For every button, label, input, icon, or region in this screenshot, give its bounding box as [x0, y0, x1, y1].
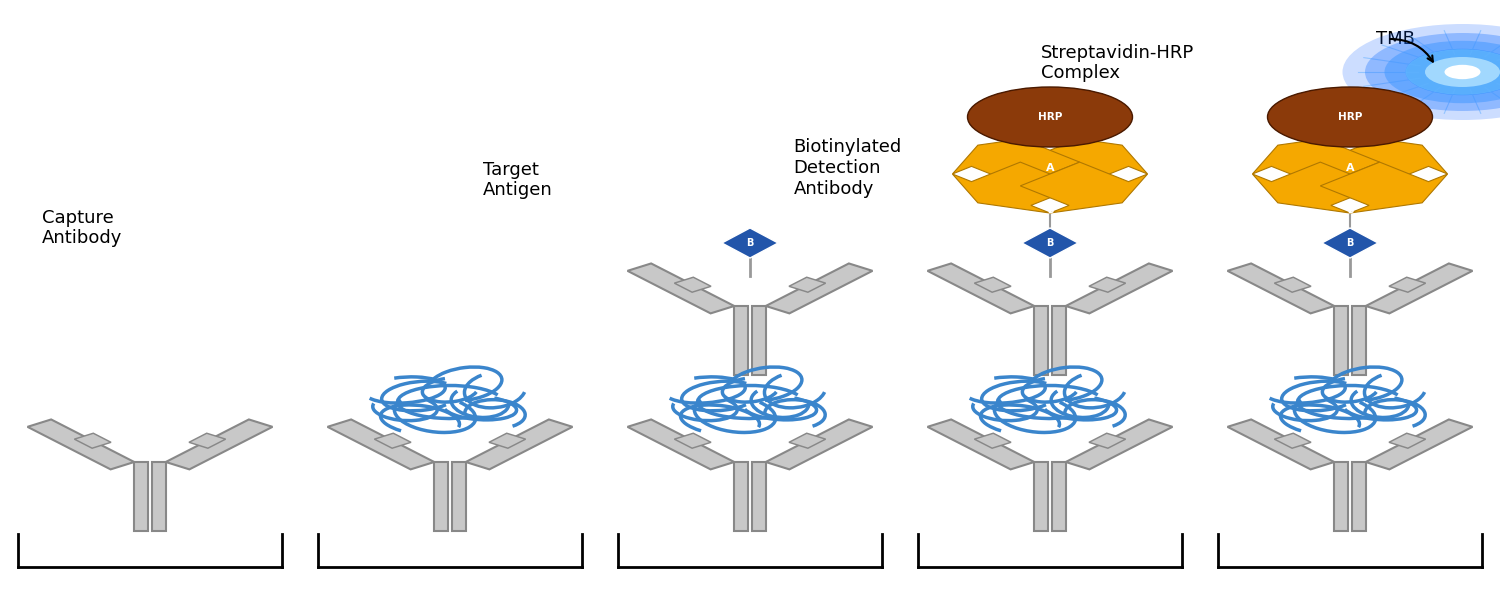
Text: B: B	[1347, 205, 1353, 215]
Text: B: B	[1047, 205, 1053, 215]
Polygon shape	[975, 277, 1011, 292]
Polygon shape	[722, 228, 778, 258]
Ellipse shape	[1444, 65, 1480, 79]
Text: HRP: HRP	[1338, 112, 1362, 122]
Polygon shape	[1322, 228, 1378, 258]
Ellipse shape	[1384, 41, 1500, 103]
Polygon shape	[435, 462, 447, 531]
Polygon shape	[1022, 228, 1078, 258]
Polygon shape	[75, 433, 111, 448]
Polygon shape	[1335, 462, 1347, 531]
Polygon shape	[1065, 263, 1173, 313]
Polygon shape	[327, 419, 435, 469]
Polygon shape	[1365, 419, 1473, 469]
Polygon shape	[165, 419, 273, 469]
Polygon shape	[453, 462, 465, 531]
Text: A: A	[1046, 163, 1054, 173]
Polygon shape	[1335, 306, 1347, 375]
Polygon shape	[1020, 162, 1148, 213]
Ellipse shape	[1406, 49, 1500, 95]
Polygon shape	[1365, 263, 1473, 313]
Text: A: A	[1346, 163, 1354, 173]
Polygon shape	[927, 419, 1035, 469]
Polygon shape	[675, 433, 711, 448]
Text: Biotinylated
Detection
Antibody: Biotinylated Detection Antibody	[794, 138, 901, 198]
Ellipse shape	[1407, 49, 1500, 94]
Text: B: B	[1347, 238, 1353, 248]
Polygon shape	[1035, 462, 1047, 531]
Polygon shape	[1065, 419, 1173, 469]
Polygon shape	[1089, 433, 1125, 448]
Polygon shape	[135, 462, 147, 531]
Polygon shape	[1053, 306, 1065, 375]
Polygon shape	[1227, 263, 1335, 313]
Ellipse shape	[1365, 33, 1500, 111]
Polygon shape	[1020, 135, 1148, 186]
Polygon shape	[489, 433, 525, 448]
Polygon shape	[753, 306, 765, 375]
Ellipse shape	[1425, 57, 1500, 87]
Polygon shape	[1252, 162, 1380, 213]
Polygon shape	[189, 433, 225, 448]
Polygon shape	[1353, 462, 1365, 531]
Ellipse shape	[1268, 87, 1432, 147]
Polygon shape	[1389, 433, 1425, 448]
Polygon shape	[975, 433, 1011, 448]
Polygon shape	[735, 462, 747, 531]
Polygon shape	[927, 263, 1035, 313]
Polygon shape	[1320, 162, 1448, 213]
Polygon shape	[465, 419, 573, 469]
Polygon shape	[1053, 462, 1065, 531]
Polygon shape	[789, 433, 825, 448]
Polygon shape	[952, 162, 1080, 213]
Text: Capture
Antibody: Capture Antibody	[42, 209, 123, 247]
Polygon shape	[765, 263, 873, 313]
Text: B: B	[1047, 238, 1053, 248]
Ellipse shape	[968, 87, 1132, 147]
Polygon shape	[675, 277, 711, 292]
Ellipse shape	[1268, 87, 1432, 147]
Ellipse shape	[968, 87, 1132, 147]
Polygon shape	[1353, 306, 1365, 375]
Polygon shape	[1320, 135, 1448, 186]
Polygon shape	[789, 277, 825, 292]
Polygon shape	[27, 419, 135, 469]
Polygon shape	[1227, 419, 1335, 469]
Polygon shape	[627, 419, 735, 469]
Polygon shape	[627, 263, 735, 313]
Text: Streptavidin-HRP
Complex: Streptavidin-HRP Complex	[1041, 44, 1194, 82]
Polygon shape	[375, 433, 411, 448]
Polygon shape	[1275, 277, 1311, 292]
Polygon shape	[1089, 277, 1125, 292]
Polygon shape	[765, 419, 873, 469]
Polygon shape	[952, 135, 1080, 186]
Polygon shape	[1035, 306, 1047, 375]
Polygon shape	[1389, 277, 1425, 292]
Text: B: B	[747, 238, 753, 248]
Polygon shape	[1252, 135, 1380, 186]
Ellipse shape	[1342, 24, 1500, 120]
Polygon shape	[753, 462, 765, 531]
Polygon shape	[735, 306, 747, 375]
Text: HRP: HRP	[1038, 112, 1062, 122]
Text: TMB: TMB	[1376, 30, 1414, 48]
Polygon shape	[1275, 433, 1311, 448]
Text: Target
Antigen: Target Antigen	[483, 161, 552, 199]
Polygon shape	[153, 462, 166, 531]
